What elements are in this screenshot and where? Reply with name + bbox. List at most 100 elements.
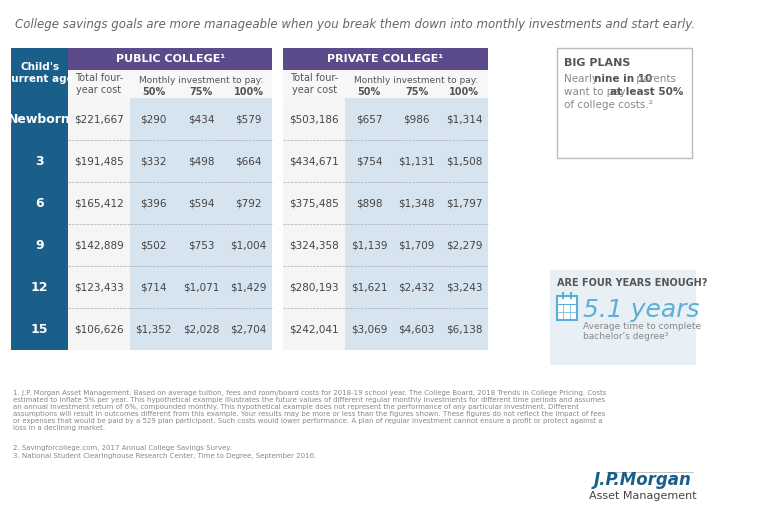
- FancyBboxPatch shape: [345, 140, 393, 182]
- Text: 12: 12: [31, 281, 49, 294]
- FancyBboxPatch shape: [68, 98, 130, 140]
- Text: $1,314: $1,314: [446, 114, 482, 124]
- FancyBboxPatch shape: [130, 182, 178, 224]
- FancyBboxPatch shape: [393, 98, 440, 140]
- FancyBboxPatch shape: [283, 182, 345, 224]
- Text: $753: $753: [188, 240, 214, 250]
- Text: $3,069: $3,069: [351, 324, 387, 334]
- FancyBboxPatch shape: [440, 182, 488, 224]
- Text: Newborn: Newborn: [8, 112, 71, 125]
- Text: $4,603: $4,603: [399, 324, 435, 334]
- Text: ARE FOUR YEARS ENOUGH?: ARE FOUR YEARS ENOUGH?: [557, 278, 707, 288]
- Text: $434: $434: [188, 114, 214, 124]
- FancyBboxPatch shape: [11, 48, 68, 98]
- Text: $324,358: $324,358: [290, 240, 339, 250]
- Text: 5.1 years: 5.1 years: [583, 298, 699, 322]
- FancyBboxPatch shape: [68, 308, 130, 350]
- Text: $1,071: $1,071: [183, 282, 219, 292]
- Text: Asset Management: Asset Management: [589, 491, 696, 501]
- FancyBboxPatch shape: [178, 224, 225, 266]
- FancyBboxPatch shape: [11, 266, 68, 308]
- FancyBboxPatch shape: [68, 48, 272, 70]
- Text: PRIVATE COLLEGE¹: PRIVATE COLLEGE¹: [328, 54, 443, 64]
- FancyBboxPatch shape: [393, 308, 440, 350]
- Text: Monthly investment to pay:: Monthly investment to pay:: [139, 76, 264, 85]
- Text: $502: $502: [141, 240, 167, 250]
- Text: $986: $986: [403, 114, 430, 124]
- Text: at least 50%: at least 50%: [610, 87, 684, 97]
- Text: $579: $579: [235, 114, 262, 124]
- FancyBboxPatch shape: [68, 70, 272, 98]
- Text: 50%: 50%: [357, 87, 381, 97]
- Text: nine in 10: nine in 10: [594, 74, 652, 84]
- FancyBboxPatch shape: [130, 140, 178, 182]
- Text: $1,004: $1,004: [231, 240, 267, 250]
- Text: $1,131: $1,131: [399, 156, 435, 166]
- FancyBboxPatch shape: [440, 98, 488, 140]
- Text: $106,626: $106,626: [74, 324, 124, 334]
- FancyBboxPatch shape: [130, 224, 178, 266]
- Text: $191,485: $191,485: [74, 156, 124, 166]
- Text: $165,412: $165,412: [74, 198, 124, 208]
- Text: 3. National Student Clearinghouse Research Center, Time to Degree, September 201: 3. National Student Clearinghouse Resear…: [13, 453, 317, 459]
- FancyBboxPatch shape: [225, 266, 272, 308]
- FancyBboxPatch shape: [283, 140, 345, 182]
- Text: 75%: 75%: [405, 87, 428, 97]
- FancyBboxPatch shape: [178, 308, 225, 350]
- Text: $714: $714: [140, 282, 167, 292]
- Text: Child's
current age: Child's current age: [5, 62, 74, 84]
- FancyBboxPatch shape: [345, 266, 393, 308]
- Text: 1. J.P. Morgan Asset Management. Based on average tuition, fees and room/board c: 1. J.P. Morgan Asset Management. Based o…: [13, 390, 607, 431]
- Text: $242,041: $242,041: [290, 324, 339, 334]
- FancyBboxPatch shape: [130, 266, 178, 308]
- FancyBboxPatch shape: [283, 98, 345, 140]
- FancyBboxPatch shape: [11, 308, 68, 350]
- Text: $594: $594: [188, 198, 214, 208]
- FancyBboxPatch shape: [440, 308, 488, 350]
- Text: $375,485: $375,485: [290, 198, 339, 208]
- FancyBboxPatch shape: [11, 224, 68, 266]
- FancyBboxPatch shape: [345, 308, 393, 350]
- Text: Monthly investment to pay:: Monthly investment to pay:: [354, 76, 479, 85]
- FancyBboxPatch shape: [283, 266, 345, 308]
- FancyBboxPatch shape: [225, 140, 272, 182]
- Text: 15: 15: [31, 323, 49, 336]
- Text: $1,797: $1,797: [446, 198, 482, 208]
- Text: 100%: 100%: [449, 87, 479, 97]
- Text: 75%: 75%: [190, 87, 213, 97]
- Text: $434,671: $434,671: [290, 156, 339, 166]
- FancyBboxPatch shape: [68, 224, 130, 266]
- Text: $6,138: $6,138: [446, 324, 482, 334]
- Text: $792: $792: [235, 198, 262, 208]
- Text: $1,508: $1,508: [446, 156, 482, 166]
- Text: Average time to complete
bachelor’s degree³: Average time to complete bachelor’s degr…: [583, 322, 701, 341]
- FancyBboxPatch shape: [178, 266, 225, 308]
- Text: $1,139: $1,139: [351, 240, 387, 250]
- FancyBboxPatch shape: [283, 70, 488, 98]
- FancyBboxPatch shape: [440, 266, 488, 308]
- FancyBboxPatch shape: [549, 270, 696, 365]
- FancyBboxPatch shape: [130, 308, 178, 350]
- Text: $396: $396: [140, 198, 167, 208]
- Text: J.P.Morgan: J.P.Morgan: [594, 471, 692, 489]
- Text: $1,709: $1,709: [399, 240, 435, 250]
- Text: $221,667: $221,667: [74, 114, 124, 124]
- Text: $290: $290: [141, 114, 167, 124]
- FancyBboxPatch shape: [11, 140, 68, 182]
- Text: parents: parents: [632, 74, 676, 84]
- Text: $1,348: $1,348: [399, 198, 435, 208]
- FancyBboxPatch shape: [393, 182, 440, 224]
- FancyBboxPatch shape: [345, 224, 393, 266]
- FancyBboxPatch shape: [557, 48, 692, 158]
- Text: College savings goals are more manageable when you break them down into monthly : College savings goals are more manageabl…: [15, 18, 695, 31]
- Text: $332: $332: [140, 156, 167, 166]
- Text: $1,352: $1,352: [136, 324, 172, 334]
- FancyBboxPatch shape: [11, 182, 68, 224]
- FancyBboxPatch shape: [178, 182, 225, 224]
- FancyBboxPatch shape: [283, 308, 345, 350]
- FancyBboxPatch shape: [345, 182, 393, 224]
- Text: $898: $898: [356, 198, 383, 208]
- FancyBboxPatch shape: [225, 308, 272, 350]
- Text: 9: 9: [35, 238, 44, 252]
- Text: 2. Savingforcollege.com, 2017 Annual College Savings Survey.: 2. Savingforcollege.com, 2017 Annual Col…: [13, 445, 232, 451]
